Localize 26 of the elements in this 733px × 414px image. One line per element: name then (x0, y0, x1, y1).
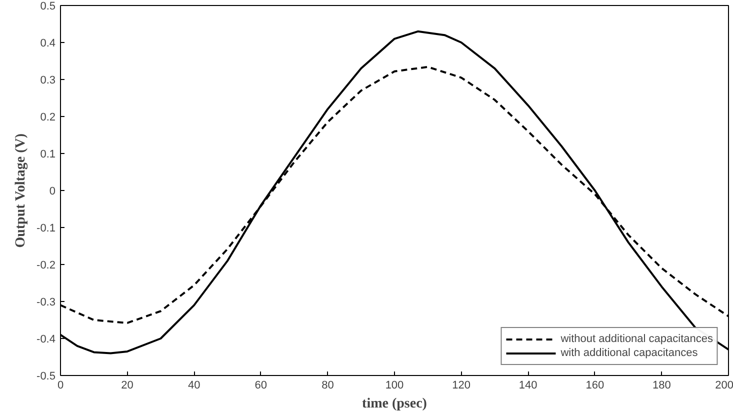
y-tick-label: 0.3 (40, 74, 56, 86)
y-tick-label: 0.5 (40, 0, 56, 12)
x-tick-label: 100 (385, 380, 404, 392)
x-tick-label: 60 (254, 380, 268, 392)
x-tick-label: 200 (715, 380, 733, 392)
x-tick-label: 120 (452, 380, 470, 392)
y-tick-label: -0.2 (36, 260, 56, 272)
x-tick-label: 160 (586, 380, 604, 392)
y-tick-label: 0 (49, 186, 56, 198)
y-tick-label: 0.1 (40, 148, 56, 160)
y-tick-label: -0.3 (36, 296, 56, 308)
y-tick-label: -0.5 (36, 370, 56, 382)
y-tick-label: 0.2 (40, 112, 56, 124)
x-axis-title: time (psec) (362, 396, 428, 412)
x-tick-label: 140 (518, 380, 538, 392)
x-tick-label: 0 (57, 380, 64, 392)
x-tick-label: 180 (652, 380, 671, 392)
x-tick-label: 40 (188, 380, 200, 392)
y-tick-label: -0.1 (36, 222, 56, 234)
x-tick-label: 20 (121, 380, 134, 392)
y-tick-label: -0.4 (36, 334, 56, 346)
legend-label: with additional capacitances (560, 346, 698, 360)
y-axis-title: Output Voltage (V) (14, 133, 29, 248)
x-tick-label: 80 (322, 380, 334, 392)
y-tick-label: 0.4 (40, 38, 56, 50)
legend-label: without additional capacitances (560, 332, 713, 346)
